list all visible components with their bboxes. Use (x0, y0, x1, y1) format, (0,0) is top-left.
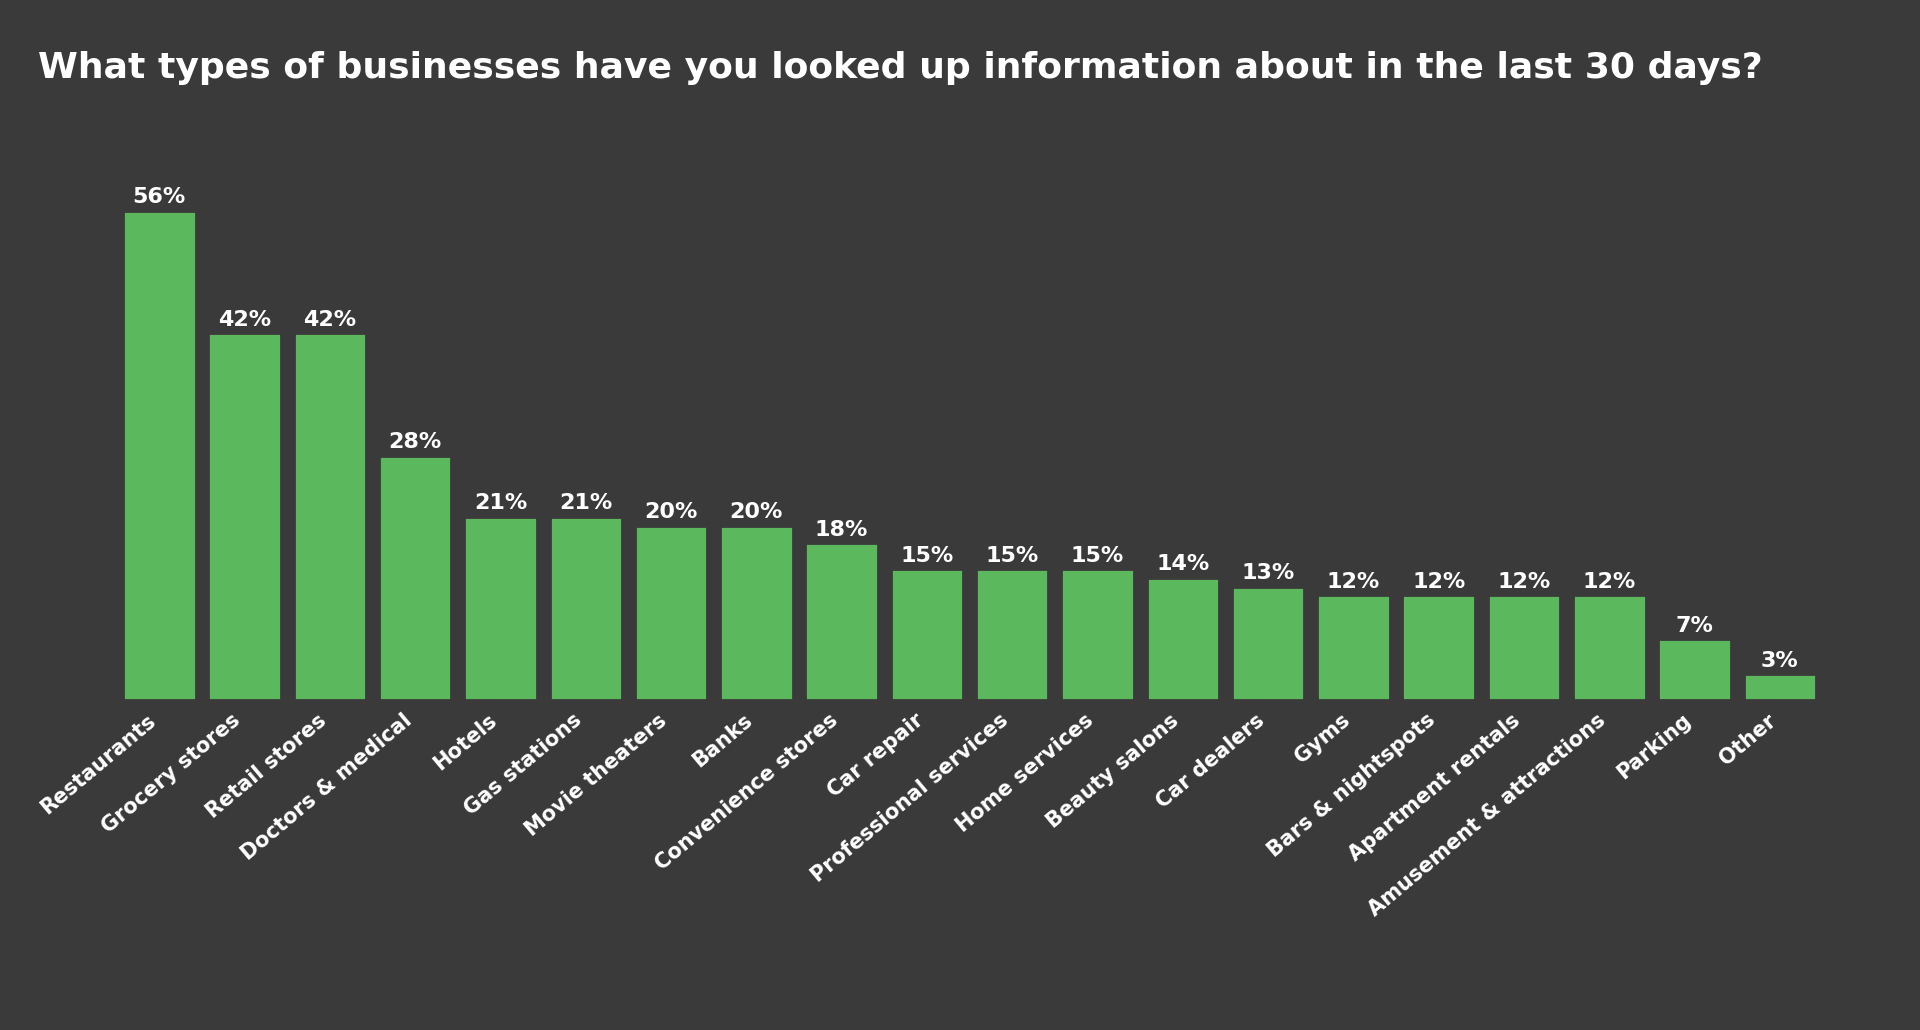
Text: 12%: 12% (1582, 572, 1636, 592)
Bar (549, 517, 622, 700)
Text: 21%: 21% (474, 493, 528, 513)
Bar (378, 455, 451, 700)
Text: 20%: 20% (645, 502, 697, 522)
Text: 12%: 12% (1327, 572, 1380, 592)
Text: 12%: 12% (1498, 572, 1551, 592)
Text: 15%: 15% (985, 546, 1039, 565)
Bar (1317, 595, 1390, 700)
Bar (975, 570, 1048, 700)
Bar (1233, 587, 1304, 700)
Bar (465, 517, 538, 700)
Text: 28%: 28% (388, 432, 442, 452)
Text: 15%: 15% (900, 546, 954, 565)
Text: 3%: 3% (1761, 651, 1799, 671)
Bar (720, 525, 793, 700)
Bar (804, 543, 877, 700)
Bar (294, 333, 367, 700)
Bar (891, 570, 964, 700)
Text: 7%: 7% (1676, 616, 1713, 636)
Text: 56%: 56% (132, 187, 186, 207)
Text: 42%: 42% (303, 310, 357, 330)
Text: 42%: 42% (219, 310, 271, 330)
Bar (123, 211, 196, 700)
Bar (209, 333, 280, 700)
Bar (1488, 595, 1561, 700)
Bar (1572, 595, 1645, 700)
Text: 12%: 12% (1411, 572, 1465, 592)
Text: 14%: 14% (1156, 554, 1210, 575)
Bar (1146, 578, 1219, 700)
Text: 13%: 13% (1242, 563, 1294, 583)
Text: 20%: 20% (730, 502, 783, 522)
Bar (1659, 640, 1730, 700)
Text: 21%: 21% (559, 493, 612, 513)
Bar (1743, 675, 1816, 700)
Bar (1402, 595, 1475, 700)
Text: What types of businesses have you looked up information about in the last 30 day: What types of businesses have you looked… (38, 52, 1763, 85)
Bar (1062, 570, 1135, 700)
Text: 18%: 18% (814, 519, 868, 540)
Bar (636, 525, 707, 700)
Text: 15%: 15% (1071, 546, 1125, 565)
